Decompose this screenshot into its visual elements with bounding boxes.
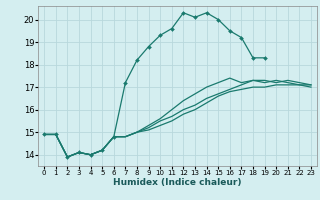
X-axis label: Humidex (Indice chaleur): Humidex (Indice chaleur) (113, 178, 242, 187)
